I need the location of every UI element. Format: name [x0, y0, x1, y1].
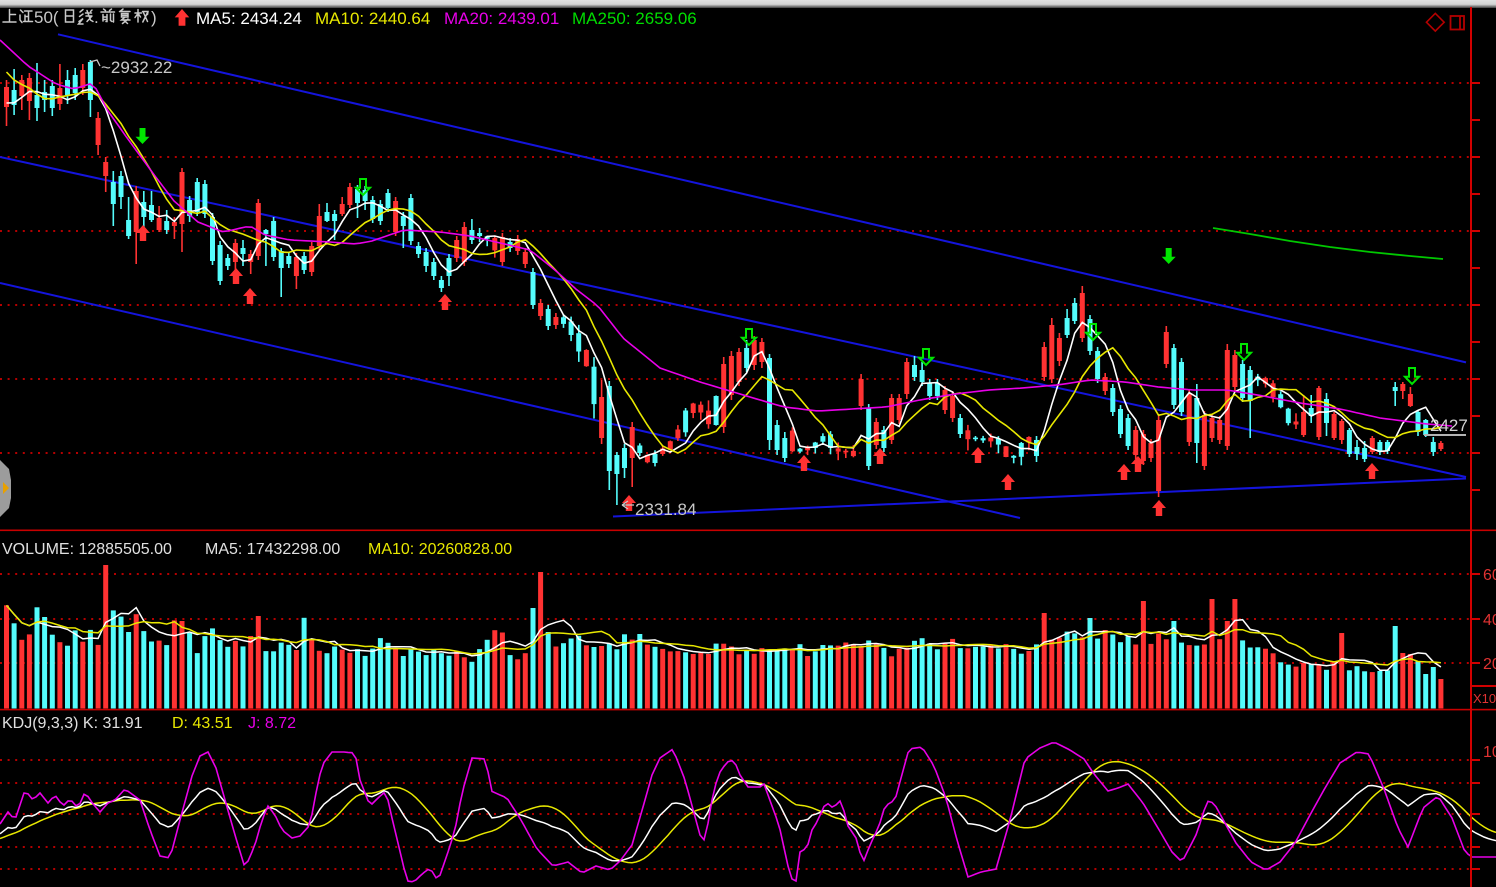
- svg-text:MA5: 17432298.00: MA5: 17432298.00: [205, 541, 340, 558]
- svg-text:MA5: 2434.24: MA5: 2434.24: [196, 9, 302, 28]
- svg-text:MA10: 2440.64: MA10: 2440.64: [315, 9, 430, 28]
- svg-text:10: 10: [1483, 744, 1496, 761]
- svg-text:~2932.22: ~2932.22: [101, 58, 172, 77]
- svg-text:40: 40: [1483, 612, 1496, 629]
- svg-text:MA10: 20260828.00: MA10: 20260828.00: [368, 541, 512, 558]
- svg-text:MA250: 2659.06: MA250: 2659.06: [572, 9, 697, 28]
- svg-text:2427: 2427: [1430, 416, 1468, 435]
- svg-text:D: 43.51: D: 43.51: [172, 715, 233, 732]
- svg-text:MA20: 2439.01: MA20: 2439.01: [444, 9, 559, 28]
- svg-text:20: 20: [1483, 656, 1496, 673]
- svg-text:KDJ(9,3,3) K: 31.91: KDJ(9,3,3) K: 31.91: [2, 715, 143, 732]
- svg-text:50(: 50(: [34, 8, 59, 27]
- svg-text:X10: X10: [1473, 691, 1496, 706]
- svg-text:60: 60: [1483, 567, 1496, 584]
- svg-text:2331.84: 2331.84: [635, 500, 696, 519]
- svg-text:VOLUME: 12885505.00: VOLUME: 12885505.00: [2, 541, 172, 558]
- svg-text:.: .: [94, 8, 99, 27]
- svg-text:): ): [151, 8, 157, 27]
- svg-text:J: 8.72: J: 8.72: [248, 715, 296, 732]
